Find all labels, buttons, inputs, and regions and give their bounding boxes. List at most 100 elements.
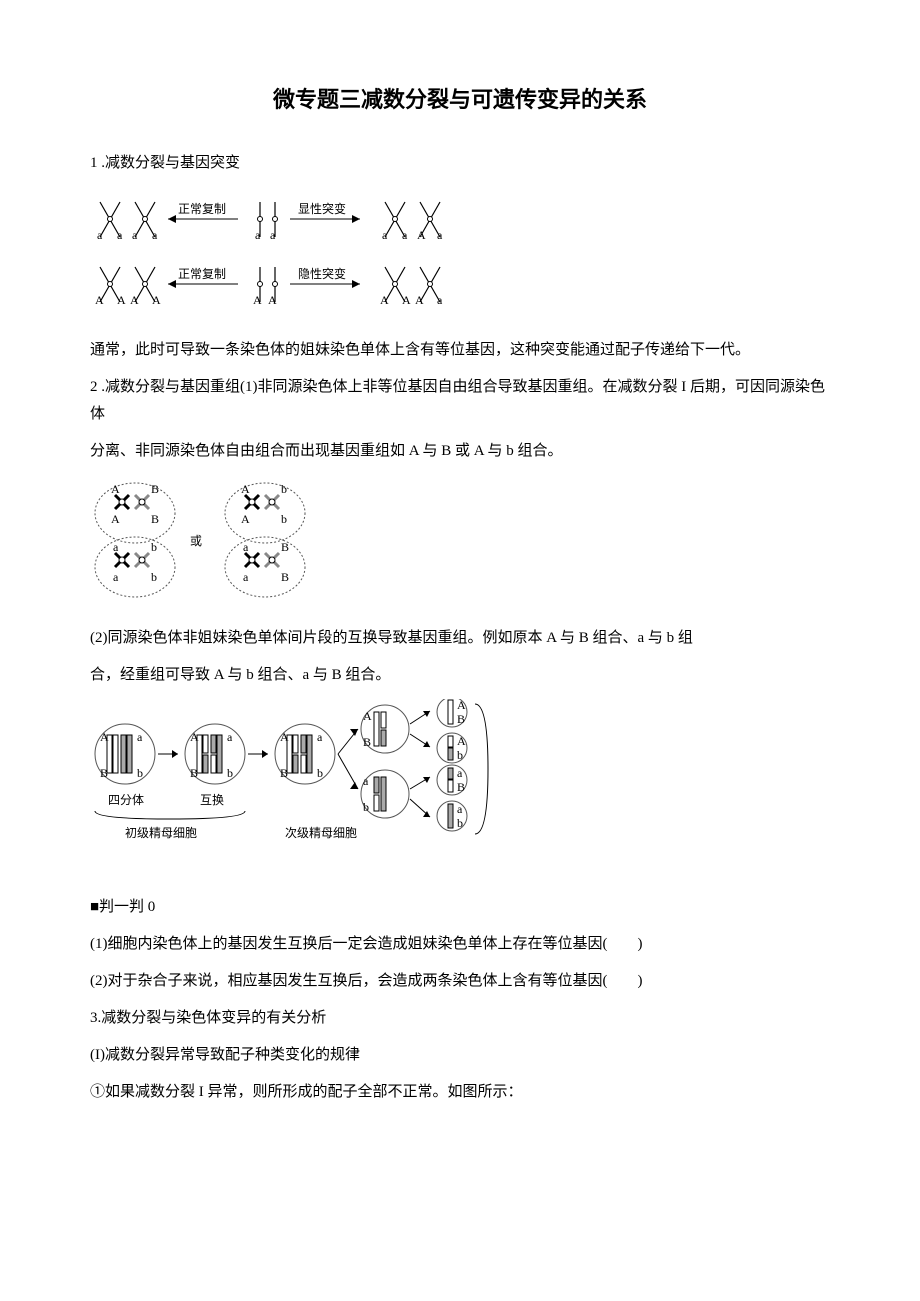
svg-text:a: a <box>317 730 323 744</box>
svg-text:a: a <box>437 293 443 307</box>
svg-text:A: A <box>190 730 199 744</box>
svg-text:a: a <box>243 540 249 554</box>
secondary-cell-icon: A B <box>361 705 409 753</box>
paragraph: 分离、非同源染色体自由组合而出现基因重组如 A 与 B 或 A 与 b 组合。 <box>90 438 830 465</box>
chrom-pair-icon: a a A a <box>382 202 443 242</box>
question-1: (1)细胞内染色体上的基因发生互换后一定会造成姐妹染色单体上存在等位基因( ) <box>90 931 830 958</box>
svg-text:A: A <box>363 709 372 723</box>
gamete-icon: A B <box>437 699 467 727</box>
svg-text:a: a <box>457 766 463 780</box>
arrow-normal-icon: 正常复制 <box>168 202 238 223</box>
svg-text:b: b <box>317 766 323 780</box>
section-1-heading: 1 .减数分裂与基因突变 <box>90 150 830 177</box>
svg-text:A: A <box>253 293 262 307</box>
svg-text:B: B <box>151 482 159 496</box>
secondary-cell-icon: a b <box>361 770 409 818</box>
tetrad-cell-icon: A a B b <box>95 724 155 784</box>
svg-text:A: A <box>268 293 277 307</box>
svg-text:A: A <box>152 293 161 307</box>
question-2: (2)对于杂合子来说，相应基因发生互换后，会造成两条染色体上含有等位基因( ) <box>90 968 830 995</box>
cell-left-icon: A B A B a b a b <box>95 482 175 597</box>
crossover-cell-icon: A a B b <box>185 724 245 784</box>
svg-text:b: b <box>281 482 287 496</box>
svg-text:b: b <box>281 512 287 526</box>
svg-text:A: A <box>402 293 411 307</box>
svg-text:A: A <box>95 293 104 307</box>
svg-text:a: a <box>227 730 233 744</box>
svg-text:A: A <box>100 730 109 744</box>
svg-text:a: a <box>113 540 119 554</box>
svg-text:B: B <box>151 512 159 526</box>
gamete-icon: a B <box>437 765 467 795</box>
svg-text:或: 或 <box>190 534 202 548</box>
svg-text:B: B <box>363 735 371 749</box>
svg-text:a: a <box>113 570 119 584</box>
page-title: 微专题三减数分裂与可遗传变异的关系 <box>90 80 830 120</box>
svg-text:B: B <box>280 766 288 780</box>
svg-text:a: a <box>437 228 443 242</box>
svg-text:A: A <box>241 482 250 496</box>
svg-text:A: A <box>457 699 466 712</box>
svg-text:A: A <box>111 512 120 526</box>
arrow-recessive-icon: 隐性突变 <box>290 266 360 288</box>
svg-text:a: a <box>363 774 369 788</box>
paragraph: (I)减数分裂异常导致配子种类变化的规律 <box>90 1042 830 1069</box>
chrom-pair-icon: A A A a <box>380 267 443 307</box>
paragraph: 通常，此时可导致一条染色体的姐妹染色单体上含有等位基因，这种突变能通过配子传递给… <box>90 337 830 364</box>
svg-text:正常复制: 正常复制 <box>178 267 226 281</box>
svg-text:B: B <box>100 766 108 780</box>
figure-2-recombination: A B A B a b a b 或 A b A b <box>90 475 830 615</box>
svg-text:a: a <box>137 730 143 744</box>
paragraph: 合，经重组可导致 A 与 b 组合、a 与 B 组合。 <box>90 662 830 689</box>
svg-text:b: b <box>363 800 369 814</box>
svg-text:次级精母细胞: 次级精母细胞 <box>285 826 357 840</box>
chrom-pair-icon: A A <box>253 267 278 307</box>
figure-3-crossover: A a B b 四分体 A a B b 互换 <box>90 699 830 884</box>
svg-text:a: a <box>255 228 261 242</box>
svg-text:A: A <box>130 293 139 307</box>
paragraph: (2)同源染色体非姐妹染色单体间片段的互换导致基因重组。例如原本 A 与 B 组… <box>90 625 830 652</box>
svg-text:初级精母细胞: 初级精母细胞 <box>125 826 197 840</box>
svg-text:b: b <box>151 570 157 584</box>
chrom-pair-icon: a a a a <box>97 202 158 242</box>
arrow-dominant-icon: 显性突变 <box>290 201 360 223</box>
svg-text:A: A <box>111 482 120 496</box>
svg-text:b: b <box>457 748 463 762</box>
arrow-normal-icon: 正常复制 <box>168 267 238 288</box>
svg-text:四分体: 四分体 <box>108 793 144 807</box>
svg-text:B: B <box>281 570 289 584</box>
svg-text:B: B <box>190 766 198 780</box>
svg-text:a: a <box>132 228 138 242</box>
svg-text:A: A <box>280 730 289 744</box>
svg-text:a: a <box>402 228 408 242</box>
cell-icon: A a B b <box>275 724 335 784</box>
svg-text:b: b <box>151 540 157 554</box>
gamete-icon: a b <box>437 801 467 831</box>
svg-text:a: a <box>117 228 123 242</box>
gamete-icon: A b <box>437 733 467 763</box>
svg-text:a: a <box>382 228 388 242</box>
chrom-pair-icon: A A A A <box>95 267 161 307</box>
svg-text:A: A <box>117 293 126 307</box>
svg-text:A: A <box>417 228 426 242</box>
svg-text:隐性突变: 隐性突变 <box>298 266 346 281</box>
svg-text:显性突变: 显性突变 <box>298 201 346 216</box>
cell-right-icon: A b A b a B a B <box>225 482 305 597</box>
svg-text:B: B <box>457 780 465 794</box>
chrom-pair-icon: a a <box>255 202 278 242</box>
paragraph: 2 .减数分裂与基因重组(1)非同源染色体上非等位基因自由组合导致基因重组。在减… <box>90 374 830 428</box>
svg-text:b: b <box>227 766 233 780</box>
svg-text:B: B <box>281 540 289 554</box>
svg-text:正常复制: 正常复制 <box>178 202 226 216</box>
svg-text:A: A <box>241 512 250 526</box>
svg-text:a: a <box>243 570 249 584</box>
svg-text:b: b <box>137 766 143 780</box>
svg-text:B: B <box>457 712 465 726</box>
svg-text:a: a <box>457 802 463 816</box>
judge-heading: ■判一判 0 <box>90 894 830 921</box>
section-3-heading: 3.减数分裂与染色体变异的有关分析 <box>90 1005 830 1032</box>
svg-text:A: A <box>457 734 466 748</box>
svg-text:a: a <box>97 228 103 242</box>
figure-1-mutation: a a a a 正常复制 a a 显性突变 <box>90 187 830 327</box>
paragraph: ①如果减数分裂 I 异常，则所形成的配子全部不正常。如图所示： <box>90 1079 830 1106</box>
